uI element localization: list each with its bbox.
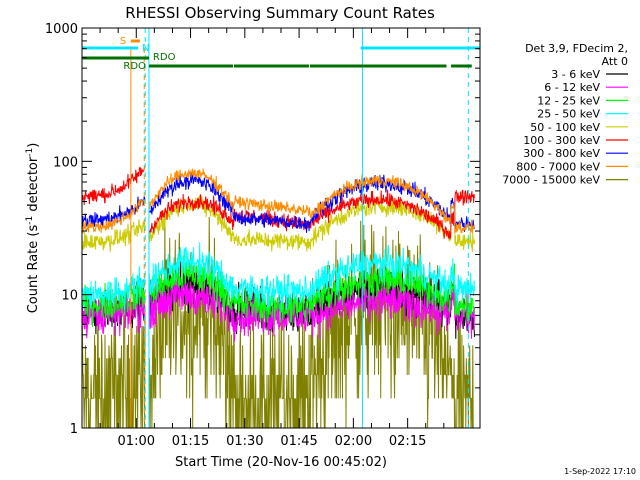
y-tick-label: 1000 (45, 22, 78, 37)
legend-label: 6 - 12 keV (544, 81, 600, 94)
legend-label: 800 - 7000 keV (516, 160, 600, 173)
chart-title: RHESSI Observing Summary Count Rates (125, 4, 435, 22)
legend-label: 12 - 25 keV (537, 94, 600, 107)
series-line-s8 (81, 168, 475, 234)
y-tick-label: 100 (53, 155, 78, 170)
legend-header-line1: Det 3,9, FDecim 2, (525, 42, 628, 55)
series-line-s4 (81, 242, 475, 311)
x-axis-label: Start Time (20-Nov-16 00:45:02) (175, 455, 387, 470)
y-tick-label: 1 (70, 422, 78, 437)
x-tick-label: 02:15 (389, 434, 426, 449)
y-axis-label-mid: detector (26, 156, 41, 216)
x-tick-label: 01:30 (226, 434, 263, 449)
y-axis-label-exp1: -1 (25, 216, 35, 225)
rdo-label-top: RDO (153, 52, 176, 63)
legend-label: 25 - 50 keV (537, 108, 600, 121)
rdo-label-bottom: RDO (123, 61, 146, 72)
y-axis-label-exp2: -1 (25, 148, 35, 157)
x-tick-label: 02:00 (335, 434, 372, 449)
series-line-s9 (81, 213, 475, 429)
legend-label: 50 - 100 keV (530, 121, 600, 134)
y-axis: 1 10 100 1000 (45, 22, 480, 437)
x-tick-label: 01:45 (280, 434, 317, 449)
y-axis-label-main: Count Rate (s (26, 225, 41, 314)
saa-label: S (120, 36, 126, 47)
series-layer (81, 165, 475, 429)
legend-label: 3 - 6 keV (551, 68, 600, 81)
x-axis: 01:00 01:15 01:30 01:45 02:00 02:15 (99, 28, 481, 449)
x-tick-label: 01:00 (118, 434, 155, 449)
x-tick-label: 01:15 (172, 434, 209, 449)
night-label: N (142, 43, 149, 54)
legend-label: 7000 - 15000 keV (502, 174, 600, 187)
y-axis-label: Count Rate (s-1 detector-1) (25, 143, 41, 314)
legend-label: 300 - 800 keV (523, 147, 600, 160)
y-axis-label-end: ) (26, 143, 41, 148)
legend-label: 100 - 300 keV (523, 134, 600, 147)
legend-header-line2: Att 0 (602, 55, 628, 68)
y-tick-label: 10 (61, 289, 78, 304)
footer-date: 1-Sep-2022 17:10 (564, 467, 636, 476)
